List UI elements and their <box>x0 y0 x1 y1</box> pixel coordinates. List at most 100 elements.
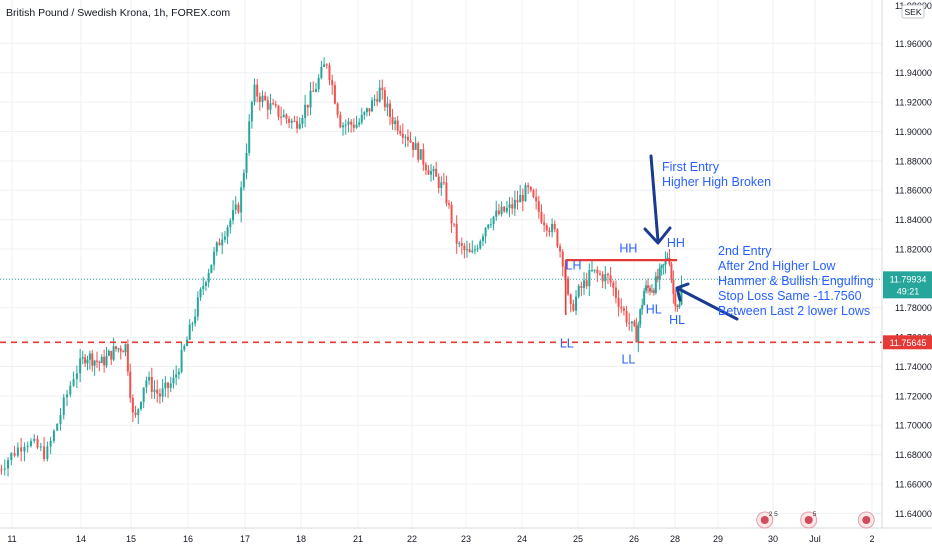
candle-body <box>593 269 596 271</box>
candle-body <box>513 199 516 209</box>
candle-body <box>606 274 609 276</box>
y-tick-label: 11.90000 <box>895 127 932 137</box>
candle-body <box>280 116 283 118</box>
candle-body <box>314 89 317 92</box>
candle-body <box>492 216 495 225</box>
y-tick-label: 11.72000 <box>895 391 932 401</box>
candle-body <box>312 90 315 92</box>
candle-body <box>577 285 580 297</box>
candle-body <box>237 204 240 213</box>
candle-body <box>269 103 272 110</box>
swing-label-ll: LL <box>621 353 635 367</box>
candle-body <box>261 95 264 103</box>
candle-body <box>196 297 199 317</box>
candle-body <box>505 207 508 212</box>
candle-body <box>199 289 202 298</box>
event-count: 2 5 <box>769 511 778 518</box>
annotation-second-line-3: Hammer & Bullish Engulfing <box>718 274 874 288</box>
candle-body <box>145 380 148 388</box>
price-axis[interactable]: 11.96000 11.94000 11.92000 11.90000 11.88000… <box>881 0 932 528</box>
candle-body <box>484 228 487 237</box>
candle-body <box>242 172 245 188</box>
candle-body <box>7 460 10 469</box>
event-badges[interactable]: 2 5 5 <box>756 511 875 529</box>
time-axis[interactable]: 11 14 15 16 17 18 21 22 23 24 25 26 28 29 30 Jul 2 <box>0 527 932 544</box>
x-tick-label: 17 <box>240 534 250 544</box>
candle-body <box>545 225 548 231</box>
candle-body <box>424 164 427 171</box>
candle-body <box>561 251 564 267</box>
candle-body <box>46 446 49 460</box>
candle-body <box>388 103 391 118</box>
candle-body <box>156 389 159 394</box>
candle-body <box>394 120 397 124</box>
candle-body <box>112 346 115 360</box>
candle-body <box>218 242 221 246</box>
candle-body <box>223 236 226 240</box>
candle-body <box>215 242 218 252</box>
candle-body <box>285 114 288 119</box>
candle-body <box>26 445 29 447</box>
candle-body <box>253 84 256 103</box>
candle-body <box>204 282 207 286</box>
x-tick-label: 21 <box>353 534 363 544</box>
swing-labels: LL LH HH LL HL HH HL <box>560 236 685 367</box>
candle-body <box>194 316 197 324</box>
current-price-value: 11.79934 <box>890 274 927 284</box>
candle-body <box>447 203 450 205</box>
candle-body <box>105 355 108 366</box>
candle-body <box>139 401 142 410</box>
swing-label-hh: HH <box>667 236 685 250</box>
candle-body <box>672 279 675 294</box>
candle-body <box>293 120 296 122</box>
candle-body <box>129 371 132 399</box>
y-tick-label: 11.86000 <box>895 186 932 196</box>
candle-body <box>622 308 625 311</box>
candle-body <box>435 168 438 177</box>
candle-body <box>664 258 667 265</box>
candle-body <box>450 204 453 224</box>
x-tick-label: 16 <box>183 534 193 544</box>
candle-body <box>274 104 277 106</box>
second-entry-arrow-head <box>675 282 690 302</box>
candle-body <box>142 387 145 402</box>
candle-body <box>188 324 191 340</box>
candle-body <box>115 346 117 349</box>
candle-body <box>282 114 285 118</box>
candle-body <box>317 77 320 90</box>
candle-body <box>548 230 551 233</box>
candle-body <box>662 264 665 266</box>
horizontal-levels <box>0 259 882 344</box>
first-entry-arrow-shaft <box>649 154 660 243</box>
candle-body <box>656 276 659 280</box>
candle-body <box>598 273 601 275</box>
candle-body <box>360 114 363 123</box>
candle-body <box>479 241 482 249</box>
candle-body <box>304 104 307 118</box>
candle-body <box>23 446 26 452</box>
candle-body <box>363 112 366 115</box>
current-price-tag <box>883 271 932 299</box>
candle-body <box>617 297 620 307</box>
candle-body <box>373 99 376 101</box>
candle-body <box>596 269 599 274</box>
candle-body <box>91 353 94 366</box>
candle-body <box>66 394 69 398</box>
candle-body <box>648 287 651 292</box>
candle-body <box>567 278 570 295</box>
candle-body <box>39 446 42 448</box>
candle-body <box>569 294 572 304</box>
price-tags: 11.79934 49:21 11.75645 <box>883 271 932 350</box>
candle-body <box>306 104 309 108</box>
annotation-arrows <box>643 154 739 321</box>
candle-body <box>473 249 476 251</box>
candle-body <box>440 182 443 188</box>
candle-body <box>298 123 301 129</box>
candle-body <box>645 285 648 291</box>
currency-badge[interactable]: SEK <box>901 4 925 19</box>
candle-body <box>430 171 433 175</box>
candle-body <box>79 358 82 374</box>
candle-body <box>117 348 120 350</box>
candle-body <box>666 257 669 259</box>
